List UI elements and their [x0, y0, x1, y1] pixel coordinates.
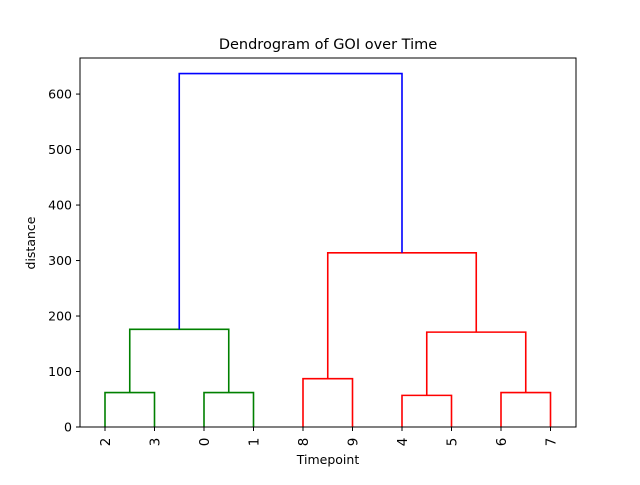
leaf-label: 2 [98, 438, 114, 447]
dendrogram-link [326, 251, 478, 379]
leaf-label: 9 [346, 438, 362, 447]
dendrogram-link [302, 377, 354, 427]
plot-frame [79, 57, 577, 428]
dendrogram-link [401, 394, 453, 427]
leaf-label: 0 [197, 438, 213, 447]
dendrogram-link [128, 328, 230, 393]
y-axis-label: distance [23, 216, 38, 269]
leaf-label: 4 [395, 438, 411, 447]
y-tick-label: 100 [48, 364, 72, 379]
leaf-label: 5 [445, 438, 461, 447]
dendrogram-links [104, 72, 552, 427]
leaf-label: 6 [494, 438, 510, 447]
x-axis-ticks: 2 3 0 1 8 9 4 5 6 7 [98, 427, 560, 446]
y-tick-label: 600 [48, 87, 72, 102]
leaf-label: 7 [544, 438, 560, 447]
y-tick-label: 500 [48, 142, 72, 157]
leaf-label: 3 [148, 438, 164, 447]
y-tick-label: 200 [48, 309, 72, 324]
leaf-label: 1 [247, 438, 263, 447]
dendrogram-link [500, 391, 552, 427]
y-axis-ticks: 0 100 200 300 400 500 600 [48, 87, 80, 435]
y-tick-label: 300 [48, 253, 72, 268]
dendrogram-link [178, 72, 403, 330]
leaf-label: 8 [296, 438, 312, 447]
x-axis-label: Timepoint [296, 452, 360, 467]
dendrogram-link [425, 331, 527, 396]
dendrogram-link [104, 391, 156, 427]
dendrogram-link [203, 391, 255, 427]
y-tick-label: 0 [64, 420, 72, 435]
y-tick-label: 400 [48, 198, 72, 213]
chart-title: Dendrogram of GOI over Time [219, 37, 437, 53]
